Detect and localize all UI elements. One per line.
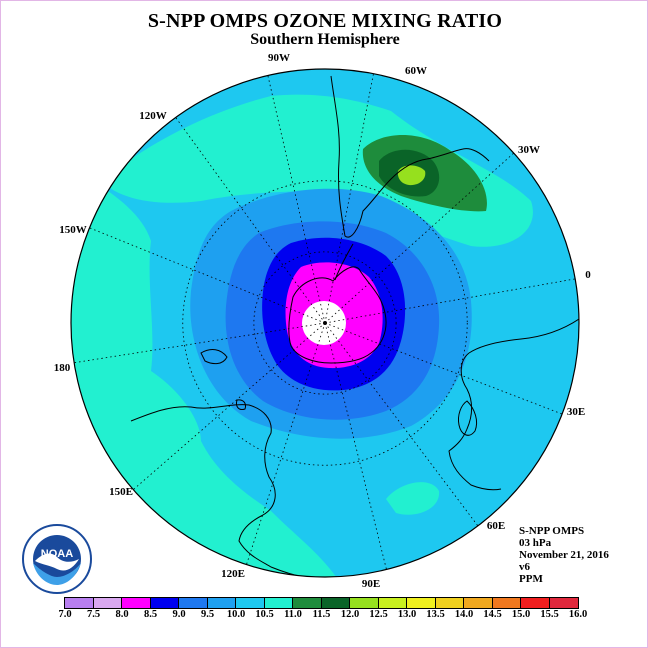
meridian-line	[324, 322, 387, 570]
colorbar-label: 8.5	[143, 609, 158, 620]
colorbar-label: 10.5	[255, 609, 274, 620]
meridian-line	[324, 322, 479, 527]
map-info-block: S-NPP OMPS 03 hPa November 21, 2016 v6 P…	[519, 525, 609, 585]
colorbar-swatch	[464, 598, 493, 608]
ozone-level-11-0-east	[386, 482, 440, 515]
colorbar-boxes	[64, 597, 579, 609]
ozone-level-11-0-north	[101, 94, 533, 247]
south-pole-marker	[323, 321, 327, 325]
meridian-line	[246, 322, 326, 565]
longitude-label: 90W	[268, 52, 290, 64]
africa-coast	[448, 318, 579, 491]
colorbar-swatch	[293, 598, 322, 608]
info-instrument: S-NPP OMPS	[519, 525, 585, 537]
longitude-label: 150W	[59, 224, 87, 236]
meridian-line	[133, 322, 326, 490]
longitude-label: 60W	[405, 65, 427, 77]
colorbar-swatch	[93, 598, 122, 608]
colorbar-swatch	[321, 598, 350, 608]
longitude-label: 90E	[362, 578, 380, 590]
noaa-logo: NOAA	[21, 523, 93, 600]
map-title: S-NPP OMPS OZONE MIXING RATIO	[147, 10, 503, 32]
longitude-label: 120E	[221, 568, 245, 580]
latitude-circle	[253, 251, 397, 395]
meridian-line	[175, 117, 326, 324]
longitude-label: 30W	[518, 144, 540, 156]
info-version: v6	[519, 561, 530, 573]
meridian-line	[267, 75, 326, 324]
colorbar-swatch	[150, 598, 179, 608]
colorbar-label: 9.5	[200, 609, 215, 620]
colorbar-label: 8.0	[115, 609, 129, 620]
colorbar-swatch	[179, 598, 208, 608]
longitude-labels: 90W 60W 30W 0 30E 60E 90E 120E 150E 180 150W 120W	[54, 52, 592, 590]
colorbar-label: 12.0	[340, 609, 360, 620]
meridian-line	[89, 227, 326, 324]
colorbar-label: 11.5	[312, 609, 331, 620]
antarctic-peninsula	[334, 243, 354, 281]
noaa-logo-text: NOAA	[41, 548, 73, 560]
colorbar-label: 12.5	[369, 609, 388, 620]
colorbar-label: 7.0	[58, 609, 72, 620]
map-boundary	[70, 68, 580, 578]
colorbar-swatch	[407, 598, 436, 608]
new-zealand-outline	[200, 349, 228, 365]
ozone-field	[71, 69, 579, 577]
longitude-label: 180	[54, 362, 71, 374]
colorbar-swatch	[65, 598, 94, 608]
colorbar-label: 10.0	[226, 609, 246, 620]
meridian-line	[324, 73, 374, 324]
colorbar-label: 11.0	[284, 609, 302, 620]
colorbar-swatch	[521, 598, 550, 608]
colorbar-swatch	[264, 598, 293, 608]
info-date: November 21, 2016	[519, 549, 609, 561]
colorbar-swatch	[435, 598, 464, 608]
longitude-label: 60E	[487, 520, 505, 532]
madagascar-outline	[458, 400, 478, 436]
colorbar-swatch	[207, 598, 236, 608]
info-units: PPM	[519, 573, 543, 585]
colorbar-label: 15.0	[511, 609, 531, 620]
colorbar-label: 13.0	[397, 609, 417, 620]
longitude-label: 120W	[139, 110, 167, 122]
colorbar: 7.0 7.5 8.0 8.5 9.0 9.5 10.0 10.5 11.0 11.5 12.0 12…	[58, 597, 587, 621]
colorbar-swatch	[492, 598, 521, 608]
meridian-line	[324, 152, 515, 324]
info-level: 03 hPa	[519, 537, 552, 549]
ozone-level-12-5	[397, 165, 426, 186]
colorbar-swatch	[122, 598, 151, 608]
latitude-circle	[182, 180, 468, 466]
graticule	[74, 73, 576, 570]
colorbar-swatch	[236, 598, 265, 608]
meridian-line	[324, 278, 576, 324]
meridian-line	[74, 322, 326, 364]
colorbar-label: 14.0	[454, 609, 474, 620]
south-america-coast	[330, 75, 490, 238]
colorbar-label: 16.0	[568, 609, 588, 620]
tasmania-outline	[236, 399, 246, 410]
colorbar-swatch	[350, 598, 379, 608]
colorbar-label: 7.5	[86, 609, 101, 620]
longitude-label: 30E	[567, 406, 585, 418]
colorbar-label: 14.5	[483, 609, 502, 620]
colorbar-swatch	[378, 598, 407, 608]
longitude-label: 150E	[109, 486, 133, 498]
australia-coast	[130, 404, 322, 577]
colorbar-swatch	[549, 598, 578, 608]
coastlines	[130, 75, 579, 577]
colorbar-label: 13.5	[426, 609, 445, 620]
colorbar-labels: 7.0 7.5 8.0 8.5 9.0 9.5 10.0 10.5 11.0 11.5 12.0 12…	[58, 609, 587, 621]
colorbar-label: 9.0	[172, 609, 186, 620]
colorbar-label: 15.5	[540, 609, 559, 620]
map-subtitle: Southern Hemisphere	[250, 31, 400, 48]
meridian-line	[324, 322, 563, 415]
longitude-label: 0	[585, 269, 591, 281]
